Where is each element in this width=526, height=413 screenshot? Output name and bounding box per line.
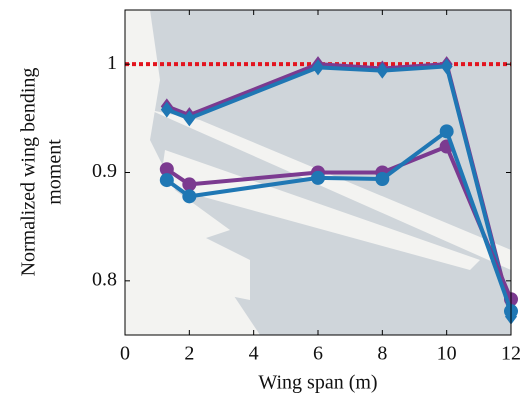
y-axis-label: moment: [44, 139, 66, 205]
circle-marker: [440, 124, 454, 138]
y-tick-label: 0.8: [92, 268, 117, 290]
x-tick-label: 2: [184, 343, 194, 365]
y-tick-label: 0.9: [92, 160, 117, 182]
circle-marker: [182, 177, 196, 191]
y-axis-label: Normalized wing bending: [18, 68, 40, 277]
x-tick-label: 8: [377, 343, 387, 365]
x-tick-label: 6: [313, 343, 323, 365]
x-tick-label: 10: [437, 343, 457, 365]
circle-marker: [182, 189, 196, 203]
circle-marker: [375, 172, 389, 186]
circle-marker: [311, 171, 325, 185]
x-tick-label: 0: [120, 343, 130, 365]
y-tick-label: 1: [107, 52, 117, 74]
x-axis-label: Wing span (m): [258, 372, 377, 394]
x-tick-label: 12: [501, 343, 521, 365]
chart: Wing span (m) Normalized wing bending mo…: [0, 0, 526, 408]
page: Wing span (m) Normalized wing bending mo…: [0, 0, 526, 413]
x-tick-label: 4: [249, 343, 259, 365]
circle-marker: [160, 173, 174, 187]
